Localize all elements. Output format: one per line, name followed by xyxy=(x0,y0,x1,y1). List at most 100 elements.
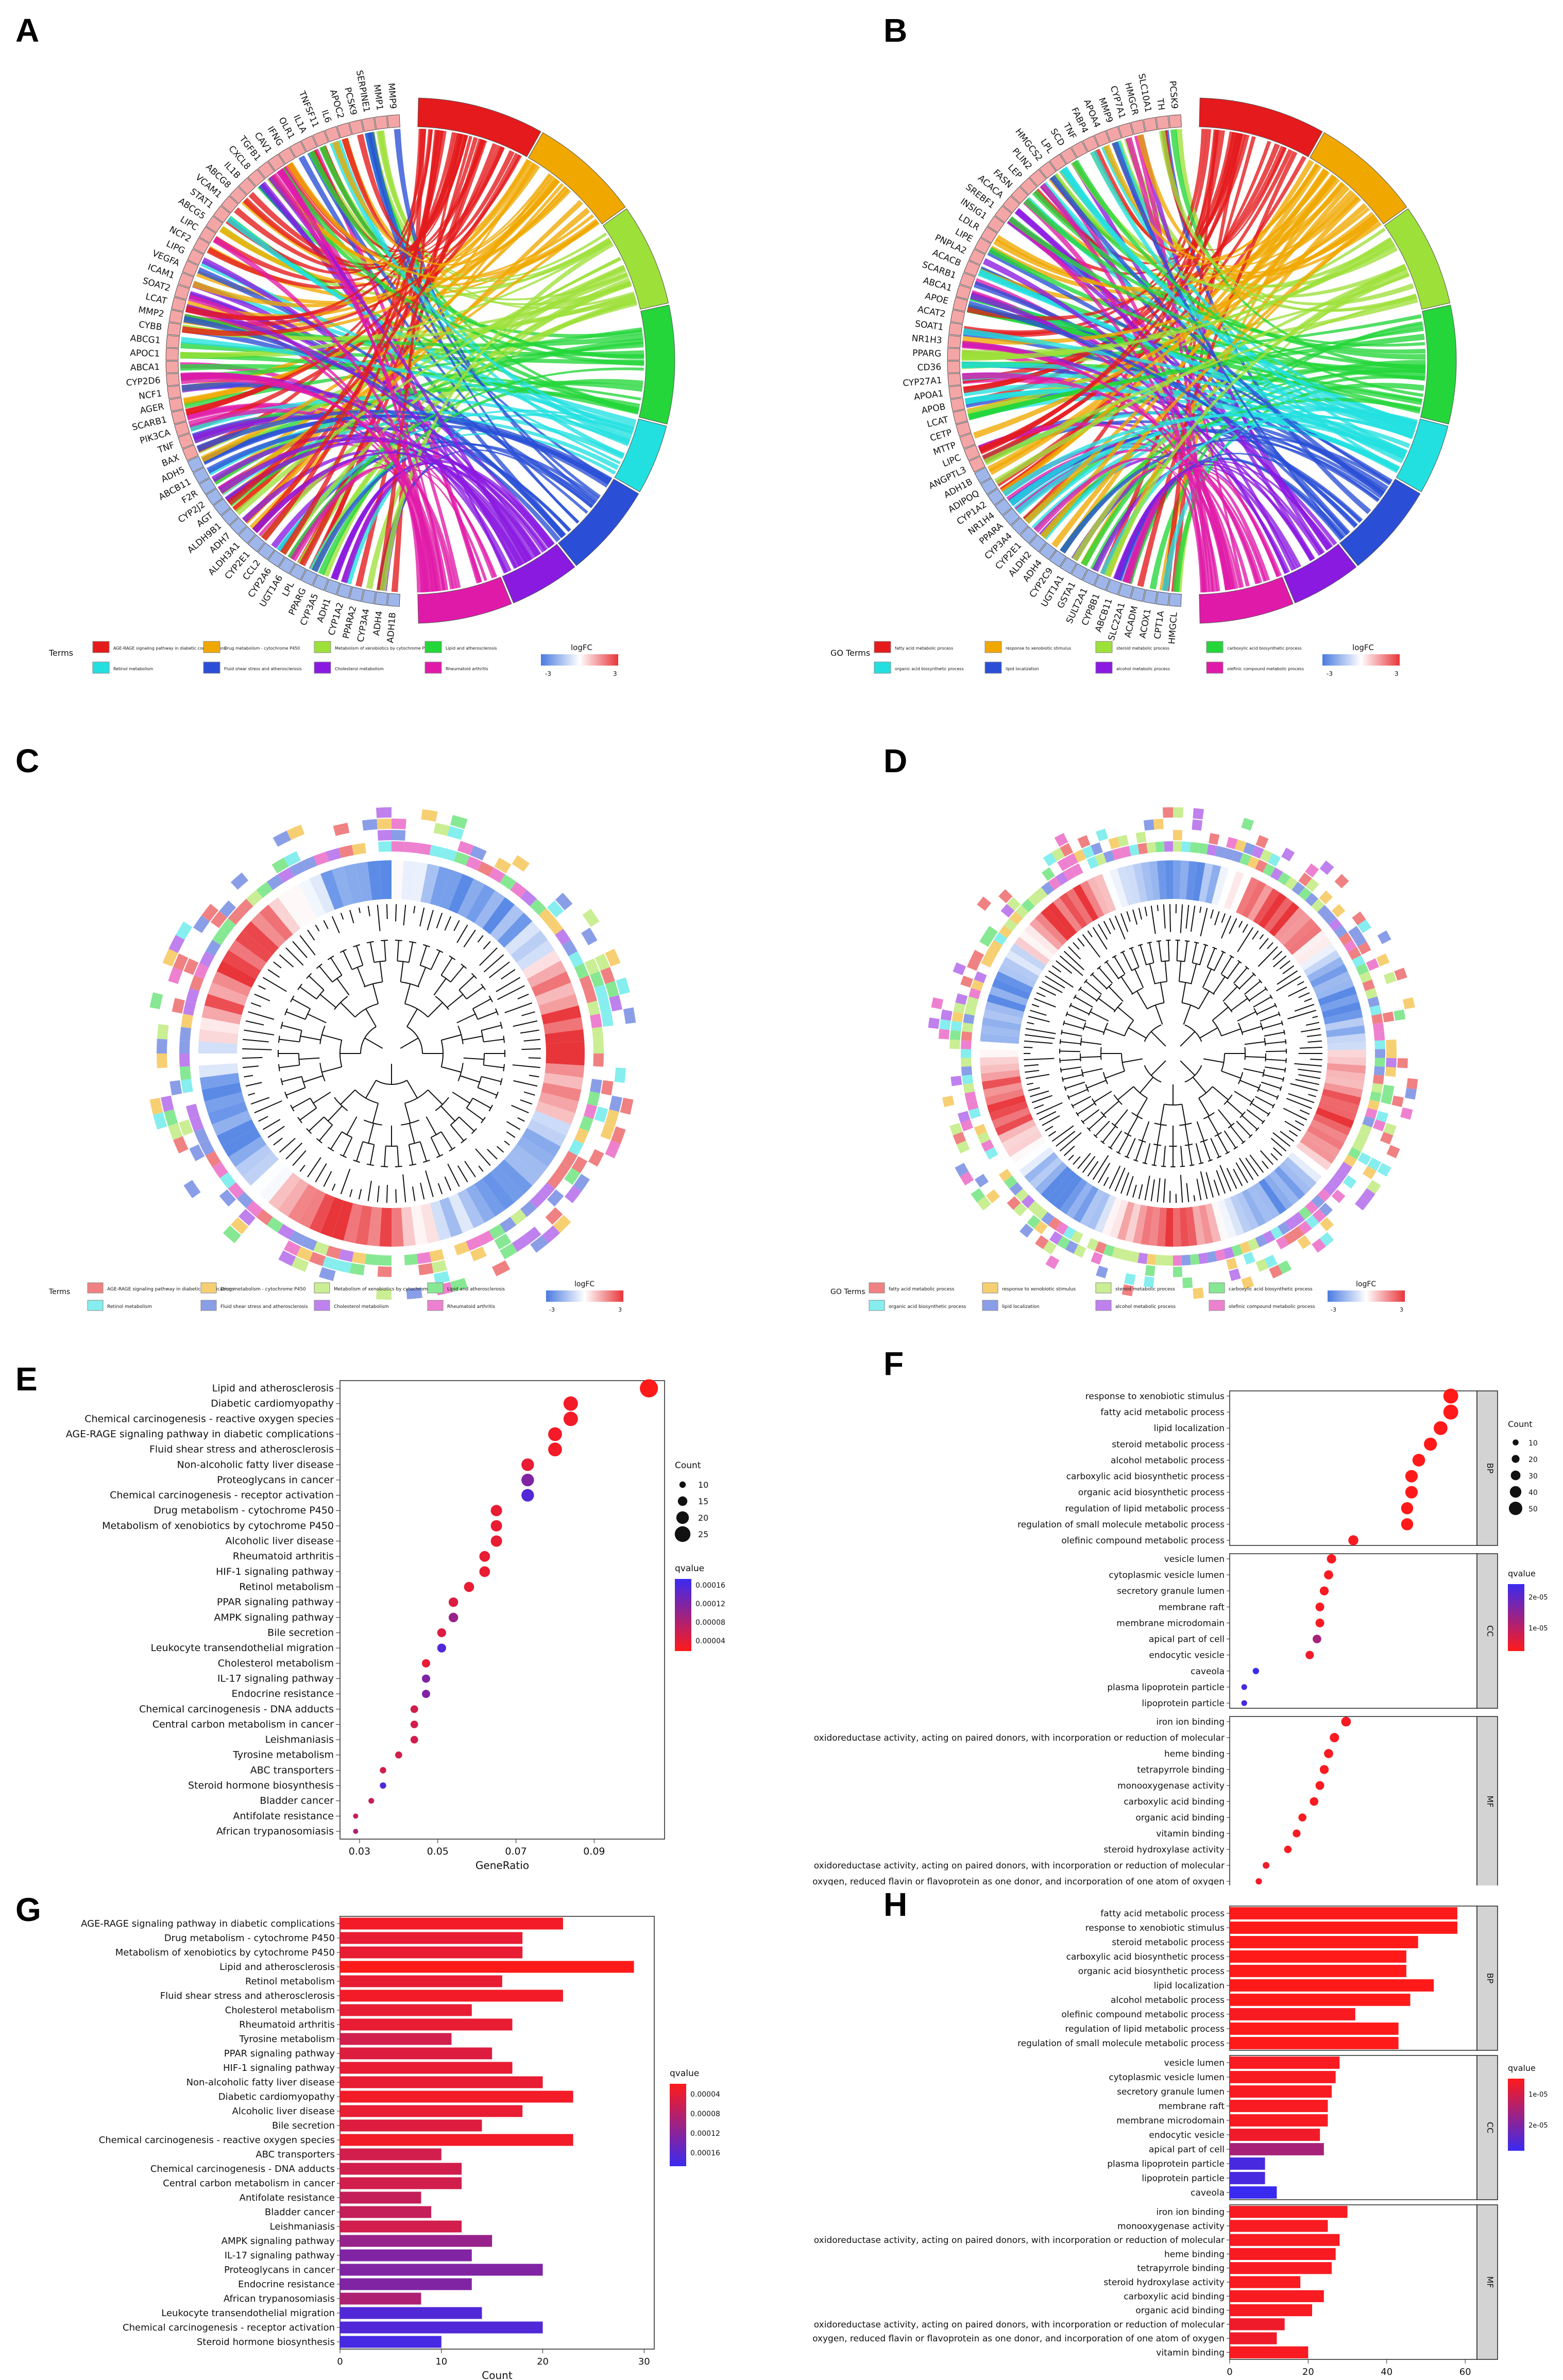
dendro-branch xyxy=(1067,1095,1070,1100)
term-cell xyxy=(1124,1273,1136,1285)
y-tick-label: AGE-RAGE signaling pathway in diabetic c… xyxy=(81,1918,335,1929)
dendro-branch xyxy=(1267,1112,1271,1117)
y-tick-label: carboxylic acid binding xyxy=(1124,2291,1225,2302)
dendro-stem xyxy=(1214,951,1224,971)
logfc-cell xyxy=(516,1136,555,1167)
term-cell xyxy=(1027,1215,1041,1229)
dendro-stem xyxy=(1106,961,1119,979)
legend-swatch xyxy=(984,661,1002,674)
logfc-cell xyxy=(504,1152,540,1186)
logfc-cell xyxy=(1318,1101,1357,1121)
term-cell xyxy=(1181,841,1191,853)
dendro-leaf xyxy=(1235,1162,1248,1183)
term-cell xyxy=(406,1287,422,1300)
term-cell xyxy=(230,872,249,890)
term-cell xyxy=(1247,1238,1260,1251)
term-block xyxy=(1396,418,1449,492)
chord-link xyxy=(201,185,567,463)
term-cell xyxy=(583,1103,598,1119)
dot xyxy=(1319,1586,1329,1595)
logfc-cell xyxy=(1035,912,1067,946)
term-cell xyxy=(1153,819,1164,830)
term-cell xyxy=(185,1103,200,1119)
y-tick-label: alcohol metabolic process xyxy=(1111,1455,1225,1466)
dendro-leaf xyxy=(243,1065,259,1068)
bar xyxy=(340,2090,573,2103)
dendro-leaf xyxy=(1304,998,1313,1002)
term-cell xyxy=(1043,1240,1057,1255)
dendro-leaf xyxy=(279,1137,296,1153)
dendro-stem xyxy=(1260,1013,1280,1022)
term-cell xyxy=(1086,1238,1099,1251)
dendro-branch xyxy=(461,1138,467,1144)
dendro-leaf xyxy=(1048,1131,1057,1137)
y-tick-label: vitamin binding xyxy=(1156,1829,1225,1839)
gene-label: ACAT2 xyxy=(917,304,946,320)
dendro-leaf xyxy=(1030,1090,1049,1097)
dendro-leaf xyxy=(1242,924,1248,933)
count-legend-dot xyxy=(1510,1470,1521,1481)
dendro-leaf xyxy=(1307,1040,1322,1043)
term-cell xyxy=(547,1172,564,1189)
term-cell xyxy=(1146,842,1157,854)
dendro-branch xyxy=(1151,1164,1157,1166)
legend-term: steroid metabolic process xyxy=(1116,646,1169,651)
gene-block xyxy=(336,583,352,599)
term-cell xyxy=(1348,947,1362,960)
y-tick-label: Bladder cancer xyxy=(265,2207,335,2218)
dendro-branch xyxy=(1260,1022,1264,1030)
term-cell xyxy=(986,1189,1000,1203)
dot xyxy=(490,1505,502,1517)
logfc-cell xyxy=(222,1128,261,1157)
dendro-stem xyxy=(463,1057,484,1060)
term-cell xyxy=(149,992,163,1010)
dot xyxy=(548,1442,562,1457)
bar xyxy=(1230,2129,1320,2141)
dendro-stem xyxy=(481,1025,502,1031)
logfc-cell xyxy=(1101,1197,1123,1236)
term-cell xyxy=(555,1162,571,1179)
term-cell xyxy=(1231,850,1243,863)
term-cell xyxy=(278,1250,296,1266)
plot-frame xyxy=(339,1380,665,1840)
dendro-branch xyxy=(280,1022,283,1029)
y-tick-label: organic acid biosynthetic process xyxy=(1078,1966,1225,1977)
dendro-stem xyxy=(299,1107,317,1121)
dendro-leaf xyxy=(1051,1125,1074,1142)
term-cell xyxy=(1343,1175,1357,1189)
term-cell xyxy=(219,1189,236,1207)
term-cell xyxy=(450,1278,468,1292)
bar xyxy=(1230,2085,1332,2098)
gene-block xyxy=(374,591,388,606)
gene-block xyxy=(324,126,341,143)
count-legend-dot xyxy=(679,1481,686,1488)
term-cell xyxy=(573,1174,590,1192)
gene-block xyxy=(1118,122,1134,139)
dendro-stem xyxy=(1213,976,1226,994)
dendro-leaf xyxy=(1082,934,1100,958)
gene-block xyxy=(257,161,275,179)
term-cell xyxy=(1004,1176,1017,1189)
dendro-leaf xyxy=(436,912,443,929)
dendro-branch xyxy=(1224,1094,1233,1105)
logfc-cell xyxy=(448,874,474,914)
gene-block xyxy=(301,135,317,152)
logfc-cell xyxy=(379,1208,392,1247)
term-cell xyxy=(616,977,630,995)
facet-strip xyxy=(1476,1390,1498,1546)
dendro-stem xyxy=(1090,1011,1109,1022)
dot xyxy=(1405,1486,1418,1499)
dendro-leaf xyxy=(377,905,381,931)
gene-block xyxy=(349,119,364,135)
count-legend-title: Count xyxy=(675,1460,701,1471)
term-cell xyxy=(984,1147,998,1160)
dendro-leaf xyxy=(1306,1034,1321,1038)
dendro-stem xyxy=(1261,1081,1281,1089)
term-cell xyxy=(961,1040,972,1049)
dendro-leaf xyxy=(1258,946,1278,967)
gene-label: PPARG xyxy=(912,348,942,359)
chord-link xyxy=(1113,464,1315,581)
bar xyxy=(340,2134,573,2146)
gene-block xyxy=(247,534,265,552)
facet-strip xyxy=(1476,2055,1498,2200)
